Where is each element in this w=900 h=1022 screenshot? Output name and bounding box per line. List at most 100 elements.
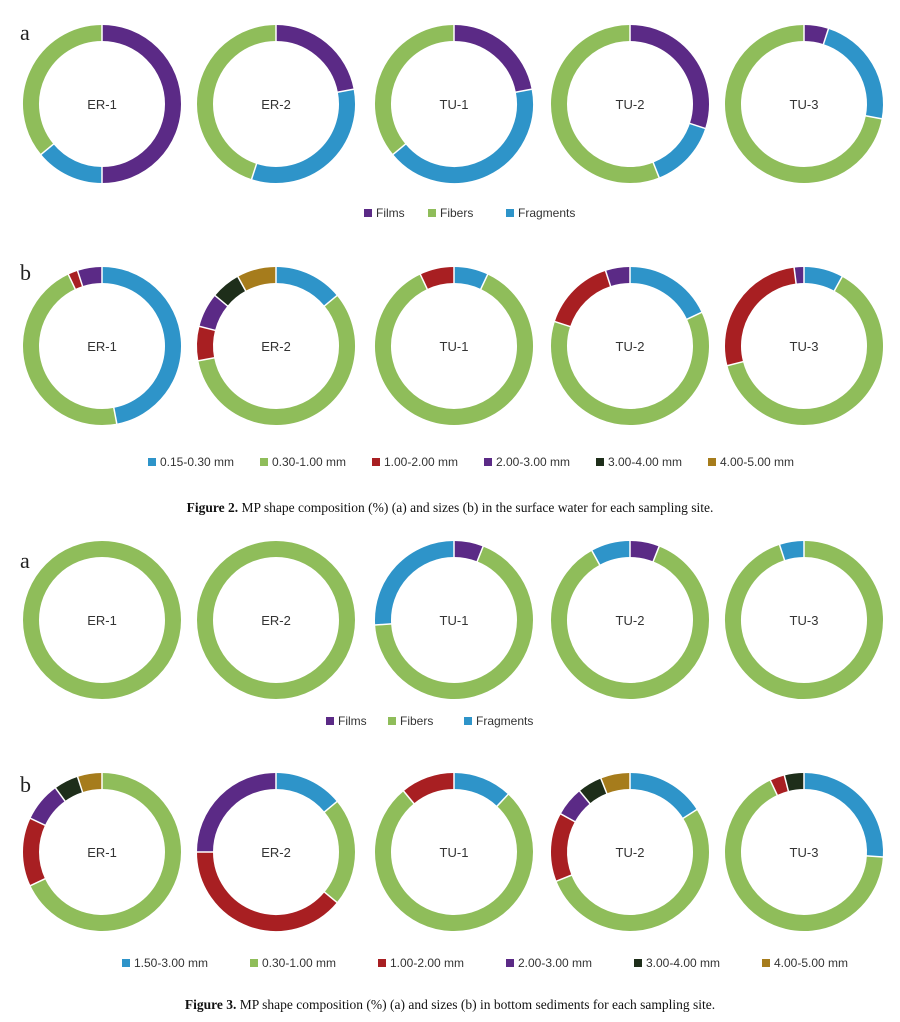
legend-label-fragments: Fragments <box>518 206 575 220</box>
slice-separator <box>197 356 215 362</box>
slice-separator <box>793 267 797 285</box>
donut-slice-2-00-3-00-mm <box>199 295 228 331</box>
legend: Films Fibers Fragments <box>326 714 533 728</box>
donut-slice-films <box>275 25 354 93</box>
legend-label-1-50-3-00-mm: 1.50-3.00 mm <box>134 956 208 970</box>
donut-slice-0-30-1-00-mm <box>30 773 181 931</box>
legend-label-fibers: Fibers <box>440 206 473 220</box>
slice-separator <box>555 874 573 882</box>
donut-slice-fibers <box>23 25 103 155</box>
slice-separator <box>726 360 744 367</box>
donut-er-1: ER-1 <box>23 266 181 425</box>
donut-slice-fibers <box>23 541 181 699</box>
legend-swatch-4-00-5-00-mm <box>708 458 716 466</box>
slice-separator <box>198 325 216 332</box>
legend-swatch-fragments <box>464 717 472 725</box>
legend: 0.15-0.30 mm 0.30-1.00 mm 1.00-2.00 mm 2.00… <box>148 455 794 469</box>
legend-swatch-1-00-2-00-mm <box>378 959 386 967</box>
donut-slice-1-00-2-00-mm <box>403 773 455 804</box>
donut-slice-fragments <box>251 89 355 183</box>
slice-separator <box>323 800 338 813</box>
donut-slice-fibers <box>725 25 882 183</box>
donut-slice-0-15-0-30-mm <box>629 267 702 320</box>
legend-swatch-3-00-4-00-mm <box>634 959 642 967</box>
donut-slice-2-00-3-00-mm <box>30 788 66 826</box>
donut-slice-1-00-2-00-mm <box>197 326 216 361</box>
slice-separator <box>29 817 46 827</box>
donut-slice-1-50-3-00-mm <box>275 773 337 813</box>
slice-separator <box>476 545 484 563</box>
legend-label-4-00-5-00-mm: 4.00-5.00 mm <box>774 956 848 970</box>
slice-separator <box>419 273 429 290</box>
slice-separator <box>40 143 55 156</box>
figure-3-caption-label: Figure 3. <box>184 997 237 1012</box>
figure-2-caption-text: MP shape composition (%) (a) and sizes (… <box>241 500 714 515</box>
donut-slice-3-00-4-00-mm <box>215 276 246 307</box>
donut-panel-2: b ER-1 ER-2 TU-1 TU-2 TU-3 0.15-0.30 mm 0.30-1.… <box>20 260 883 469</box>
donut-tu-2: TU-2 <box>551 24 709 183</box>
slice-separator <box>67 273 77 290</box>
donut-slice-2-00-3-00-mm <box>77 267 103 287</box>
legend-label-fragments: Fragments <box>476 714 533 728</box>
donut-slice-1-50-3-00-mm <box>803 773 883 857</box>
donut-slice-0-30-1-00-mm <box>23 274 117 425</box>
donut-slice-1-00-2-00-mm <box>23 818 46 886</box>
legend-label-1-00-2-00-mm: 1.00-2.00 mm <box>384 455 458 469</box>
donut-tu-1: TU-1 <box>375 772 533 931</box>
site-label: TU-3 <box>790 97 819 112</box>
legend-label-3-00-4-00-mm: 3.00-4.00 mm <box>646 956 720 970</box>
slice-separator <box>112 407 118 425</box>
donut-slice-1-00-2-00-mm <box>197 851 337 931</box>
site-label: ER-2 <box>261 845 291 860</box>
slice-separator <box>323 294 338 307</box>
donut-slice-fibers <box>375 546 533 699</box>
donut-slice-2-00-3-00-mm <box>605 267 631 287</box>
donut-er-1: ER-1 <box>23 541 181 699</box>
donut-slice-1-50-3-00-mm <box>453 773 509 807</box>
site-label: ER-1 <box>87 613 117 628</box>
donut-panel-3: a ER-1 ER-2 TU-1 TU-2 TU-3 Films Fibers Fragment… <box>20 540 883 728</box>
slice-separator <box>783 774 790 792</box>
donut-slice-0-30-1-00-mm <box>375 791 533 931</box>
panel-letter: a <box>20 20 30 45</box>
slice-separator <box>689 122 706 130</box>
legend-swatch-3-00-4-00-mm <box>596 458 604 466</box>
legend-swatch-2-00-3-00-mm <box>506 959 514 967</box>
donut-slice-4-00-5-00-mm <box>600 773 631 794</box>
donut-slice-fragments <box>779 541 805 561</box>
slice-separator <box>496 793 509 807</box>
donut-slice-fibers <box>197 541 355 699</box>
slice-separator <box>865 114 883 120</box>
donut-slice-fibers <box>375 25 455 155</box>
site-label: ER-2 <box>261 339 291 354</box>
slice-separator <box>237 275 247 292</box>
slice-separator <box>833 275 843 292</box>
donut-er-2: ER-2 <box>197 266 355 425</box>
donut-slice-0-30-1-00-mm <box>725 780 883 931</box>
donut-slice-fragments <box>823 28 883 119</box>
donut-slice-films <box>453 25 532 93</box>
site-label: ER-2 <box>261 613 291 628</box>
slice-separator <box>515 88 533 94</box>
legend-swatch-4-00-5-00-mm <box>762 959 770 967</box>
slice-separator <box>600 777 608 795</box>
donut-slice-4-00-5-00-mm <box>77 773 103 793</box>
panel-letter: a <box>20 548 30 573</box>
donut-slice-fibers <box>551 546 709 699</box>
legend-swatch-fragments <box>506 209 514 217</box>
donut-slice-0-30-1-00-mm <box>556 809 709 931</box>
legend-swatch-films <box>364 209 372 217</box>
slice-separator <box>554 320 571 328</box>
slice-separator <box>374 623 392 626</box>
donut-panel-1: a ER-1 ER-2 TU-1 TU-2 TU-3 Films Fibers Fragment… <box>20 20 883 220</box>
site-label: ER-1 <box>87 97 117 112</box>
donut-slice-fragments <box>41 143 103 183</box>
donut-slice-0-30-1-00-mm <box>375 274 533 425</box>
donut-slice-1-00-2-00-mm <box>420 267 455 290</box>
figure-3-caption-text: MP shape composition (%) (a) and sizes (… <box>239 997 716 1012</box>
donut-slice-2-00-3-00-mm <box>197 773 277 853</box>
legend-swatch-fibers <box>388 717 396 725</box>
donut-slice-2-00-3-00-mm <box>560 791 591 822</box>
site-label: TU-2 <box>616 97 645 112</box>
